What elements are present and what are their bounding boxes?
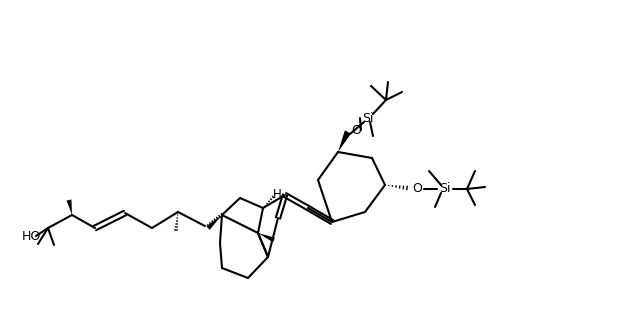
Text: O: O [412,183,422,196]
Text: Si: Si [439,183,451,196]
Text: O: O [351,124,361,137]
Polygon shape [258,233,275,242]
Polygon shape [338,131,351,152]
Text: H: H [273,187,281,200]
Text: HO: HO [22,229,41,242]
Polygon shape [206,215,222,230]
Polygon shape [67,199,72,215]
Text: Si: Si [362,112,374,125]
